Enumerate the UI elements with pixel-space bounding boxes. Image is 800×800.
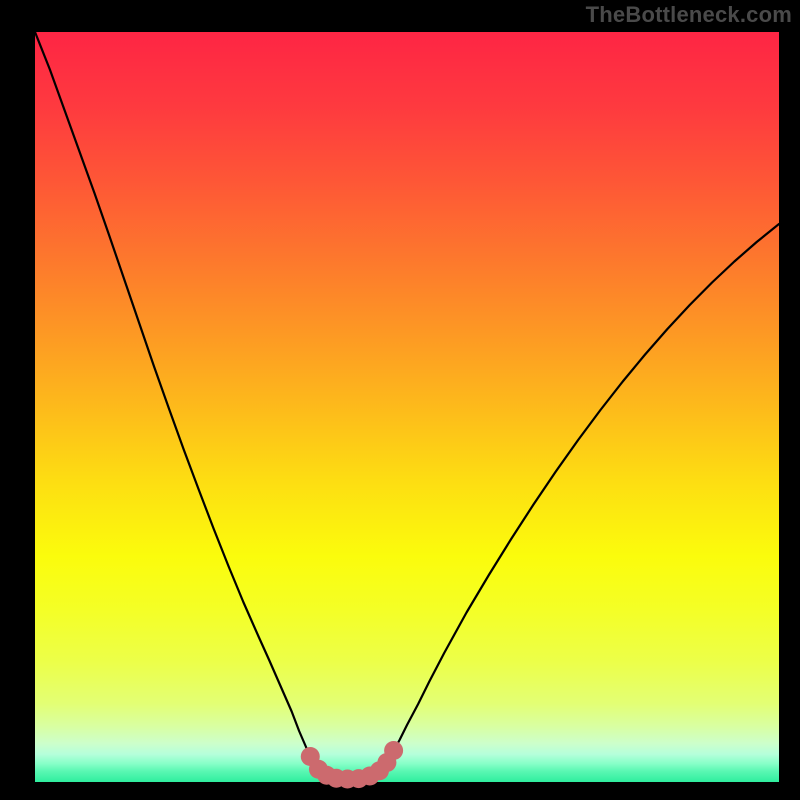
chart-container: TheBottleneck.com xyxy=(0,0,800,800)
curve-marker-dot xyxy=(384,741,403,760)
watermark-text: TheBottleneck.com xyxy=(586,2,792,28)
bottleneck-curve-chart xyxy=(0,0,800,800)
plot-background xyxy=(35,32,779,782)
